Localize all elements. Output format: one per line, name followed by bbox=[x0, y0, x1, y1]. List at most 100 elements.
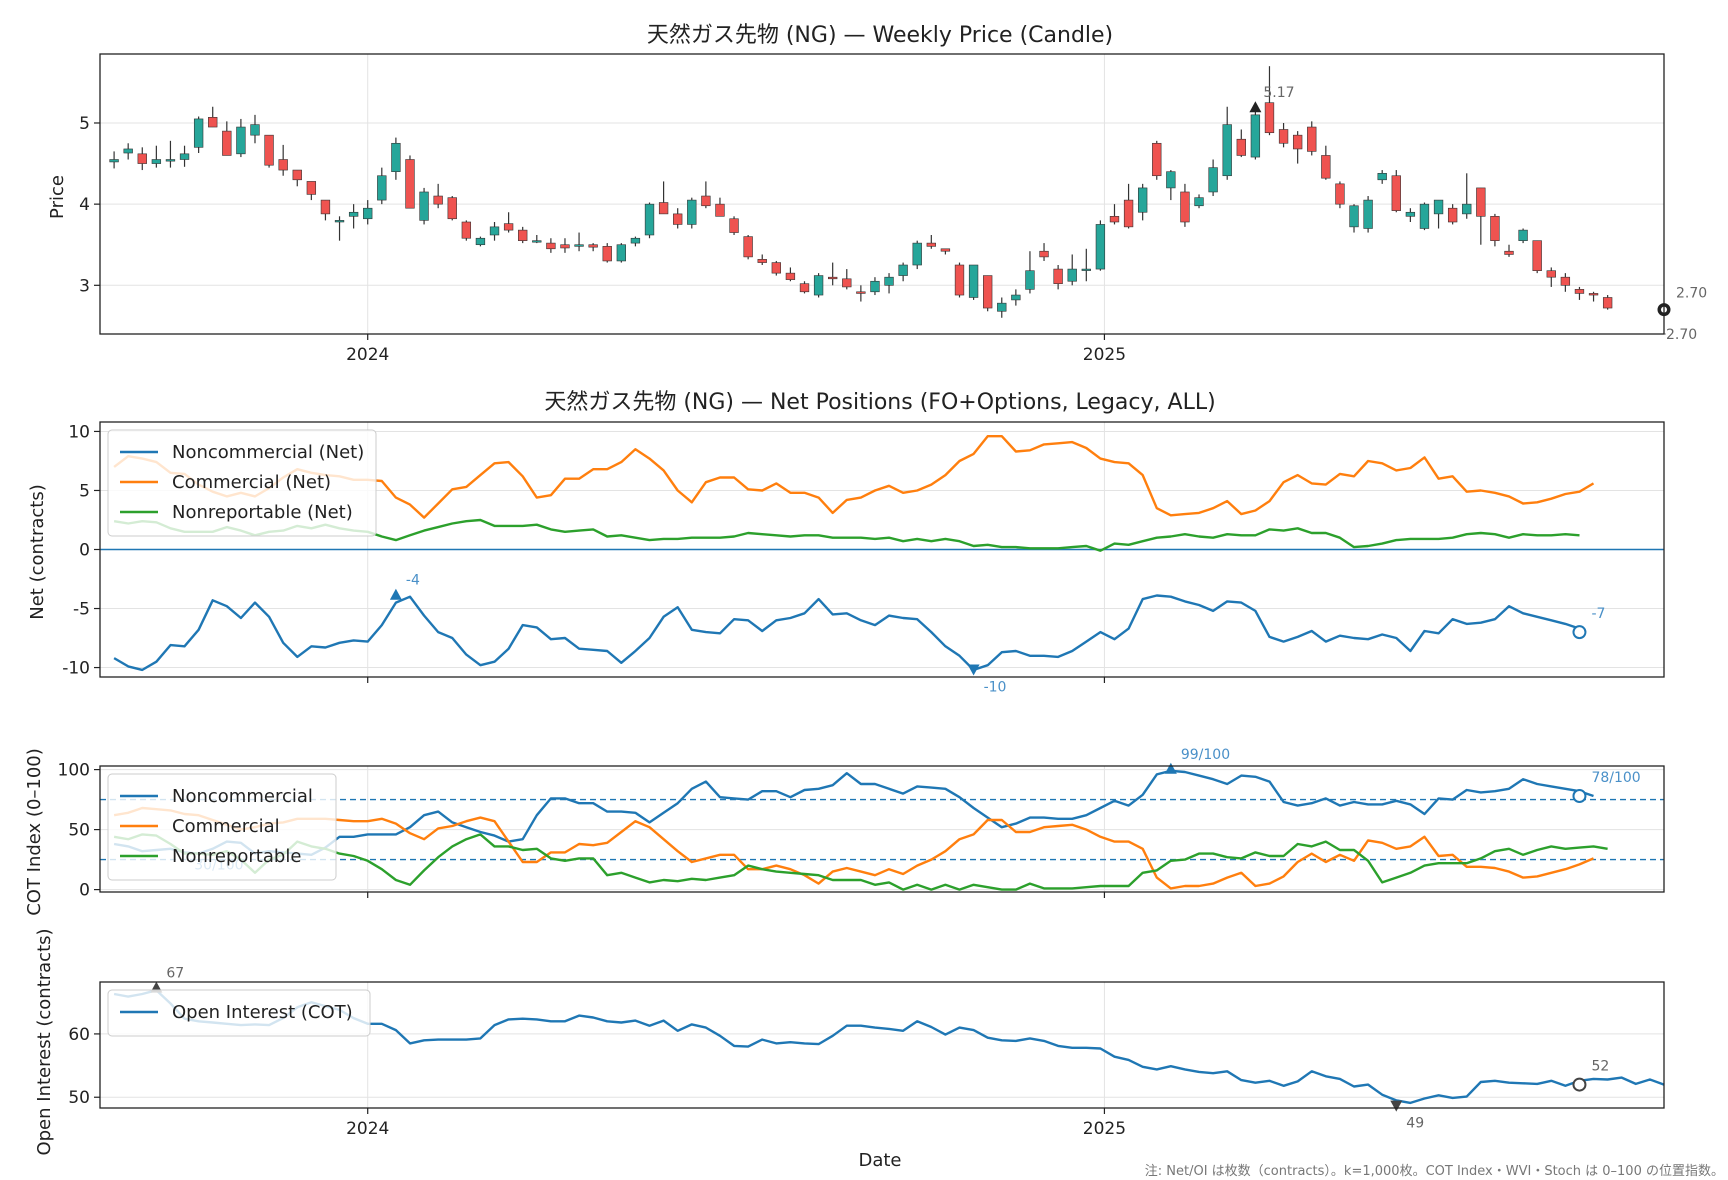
y-tick-label: 60 bbox=[68, 1025, 90, 1045]
candle-body bbox=[1405, 211, 1416, 217]
candle-body bbox=[673, 213, 683, 225]
candle-body bbox=[1532, 240, 1542, 271]
annotation-label: 49 bbox=[1406, 1116, 1424, 1132]
x-tick-label: 2025 bbox=[1083, 1119, 1126, 1139]
candle-body bbox=[954, 264, 965, 296]
candle-body bbox=[912, 242, 922, 266]
candle-body bbox=[475, 237, 486, 246]
candle-body bbox=[588, 244, 598, 248]
high-marker bbox=[1249, 101, 1262, 113]
candle-body bbox=[433, 195, 443, 205]
legend-entry-3: Nonreportable (Net) bbox=[172, 502, 353, 523]
candle-body bbox=[179, 153, 190, 160]
candle-body bbox=[1419, 203, 1430, 229]
candle-body bbox=[236, 126, 246, 155]
candle-body bbox=[348, 211, 359, 217]
candle-body bbox=[503, 223, 514, 231]
candle-body bbox=[278, 159, 288, 171]
annotation-label: 67 bbox=[166, 966, 184, 982]
candle-body bbox=[856, 291, 866, 294]
candle-body bbox=[870, 280, 880, 293]
y-tick-label: 50 bbox=[68, 1088, 90, 1108]
candle-body bbox=[602, 246, 612, 262]
x-tick-label: 2025 bbox=[1083, 345, 1126, 365]
y-tick-label: 5 bbox=[79, 481, 90, 501]
candle-body bbox=[729, 218, 739, 233]
y-tick-label: 0 bbox=[79, 881, 90, 901]
candle-body bbox=[1095, 224, 1106, 270]
candle-body bbox=[997, 302, 1007, 312]
candle-body bbox=[405, 159, 415, 209]
x-axis-label: Date bbox=[858, 1150, 901, 1171]
oi-ylabel: Open Interest (contracts) bbox=[34, 928, 55, 1155]
series-line-2 bbox=[113, 806, 1594, 890]
candle-body bbox=[898, 264, 908, 276]
series-line-3 bbox=[113, 833, 1608, 891]
candle-body bbox=[1236, 138, 1246, 156]
candle-body bbox=[813, 275, 824, 296]
candle-body bbox=[940, 248, 951, 252]
candle-body bbox=[1433, 199, 1444, 215]
annotation-marker bbox=[967, 664, 980, 676]
candle-body bbox=[123, 148, 133, 154]
plot-frame bbox=[99, 981, 1665, 1109]
plot-frame bbox=[99, 765, 1665, 893]
plot-frame bbox=[99, 421, 1665, 678]
y-tick-label: -5 bbox=[73, 600, 90, 620]
candle-body bbox=[616, 244, 627, 262]
candle-body bbox=[1377, 173, 1387, 181]
candle-body bbox=[785, 272, 796, 280]
candle-body bbox=[334, 220, 345, 223]
legend: Noncommercial (Net) Commercial (Net) Nonre… bbox=[107, 429, 377, 537]
candle-body bbox=[250, 124, 260, 136]
last-value-axis-label: 2.70 bbox=[1666, 327, 1697, 343]
annotation-marker bbox=[1572, 789, 1587, 803]
candle-body bbox=[1067, 268, 1077, 282]
candle-body bbox=[264, 134, 274, 166]
plot-frame bbox=[99, 53, 1665, 335]
candle-body bbox=[222, 130, 232, 156]
candle-body bbox=[109, 159, 119, 163]
candle-body bbox=[1391, 175, 1401, 211]
candle-body bbox=[1476, 187, 1486, 217]
legend-entry-1: Open Interest (COT) bbox=[172, 1002, 353, 1023]
candle-body bbox=[1363, 199, 1373, 229]
candle-body bbox=[447, 197, 457, 220]
candle-body bbox=[1264, 102, 1275, 134]
cot-index-ylabel: COT Index (0–100) bbox=[24, 748, 45, 916]
candle-body bbox=[1490, 216, 1500, 241]
footnote: 注: Net/OI は枚数（contracts）。k=1,000枚。COT In… bbox=[1145, 1164, 1724, 1179]
net-positions-panel: -10 -5 0 5 10 -4 -10 -7 Noncommercial (Net) Comme… bbox=[62, 421, 1665, 696]
candle-body bbox=[306, 181, 317, 195]
candle-body bbox=[842, 278, 852, 288]
legend: Noncommercial Commercial Nonreportable bbox=[107, 773, 337, 881]
candle-body bbox=[151, 159, 162, 164]
candle-body bbox=[1462, 203, 1472, 215]
candle-body bbox=[1250, 114, 1261, 158]
net-ylabel: Net (contracts) bbox=[27, 484, 48, 620]
net-chart-title: 天然ガス先物 (NG) — Net Positions (FO+Options,… bbox=[544, 390, 1215, 415]
open-interest-panel: 50 60 2024 2025 67 49 52 Open Interest (COT) bbox=[68, 966, 1665, 1139]
candle-body bbox=[1321, 155, 1331, 179]
legend: Open Interest (COT) bbox=[107, 989, 371, 1037]
candle-body bbox=[1208, 167, 1218, 193]
annotation-label: -4 bbox=[406, 573, 420, 589]
y-tick-label: 0 bbox=[79, 541, 90, 561]
x-tick-label: 2024 bbox=[346, 1119, 389, 1139]
y-tick-label: -10 bbox=[62, 659, 90, 679]
candle-body bbox=[461, 221, 472, 239]
candle-body bbox=[1039, 250, 1049, 258]
candle-body bbox=[1109, 216, 1120, 223]
candle-body bbox=[320, 199, 331, 215]
series-line-1 bbox=[113, 769, 1594, 856]
candle-body bbox=[1166, 171, 1176, 189]
candle-body bbox=[644, 203, 655, 236]
annotation-marker bbox=[389, 588, 402, 600]
candle-body bbox=[715, 203, 725, 217]
candle-body bbox=[687, 199, 697, 225]
candle-body bbox=[193, 118, 204, 148]
candle-body bbox=[1602, 297, 1613, 309]
candle-body bbox=[1053, 268, 1063, 284]
candle-body bbox=[546, 242, 556, 250]
candle-body bbox=[560, 244, 570, 249]
